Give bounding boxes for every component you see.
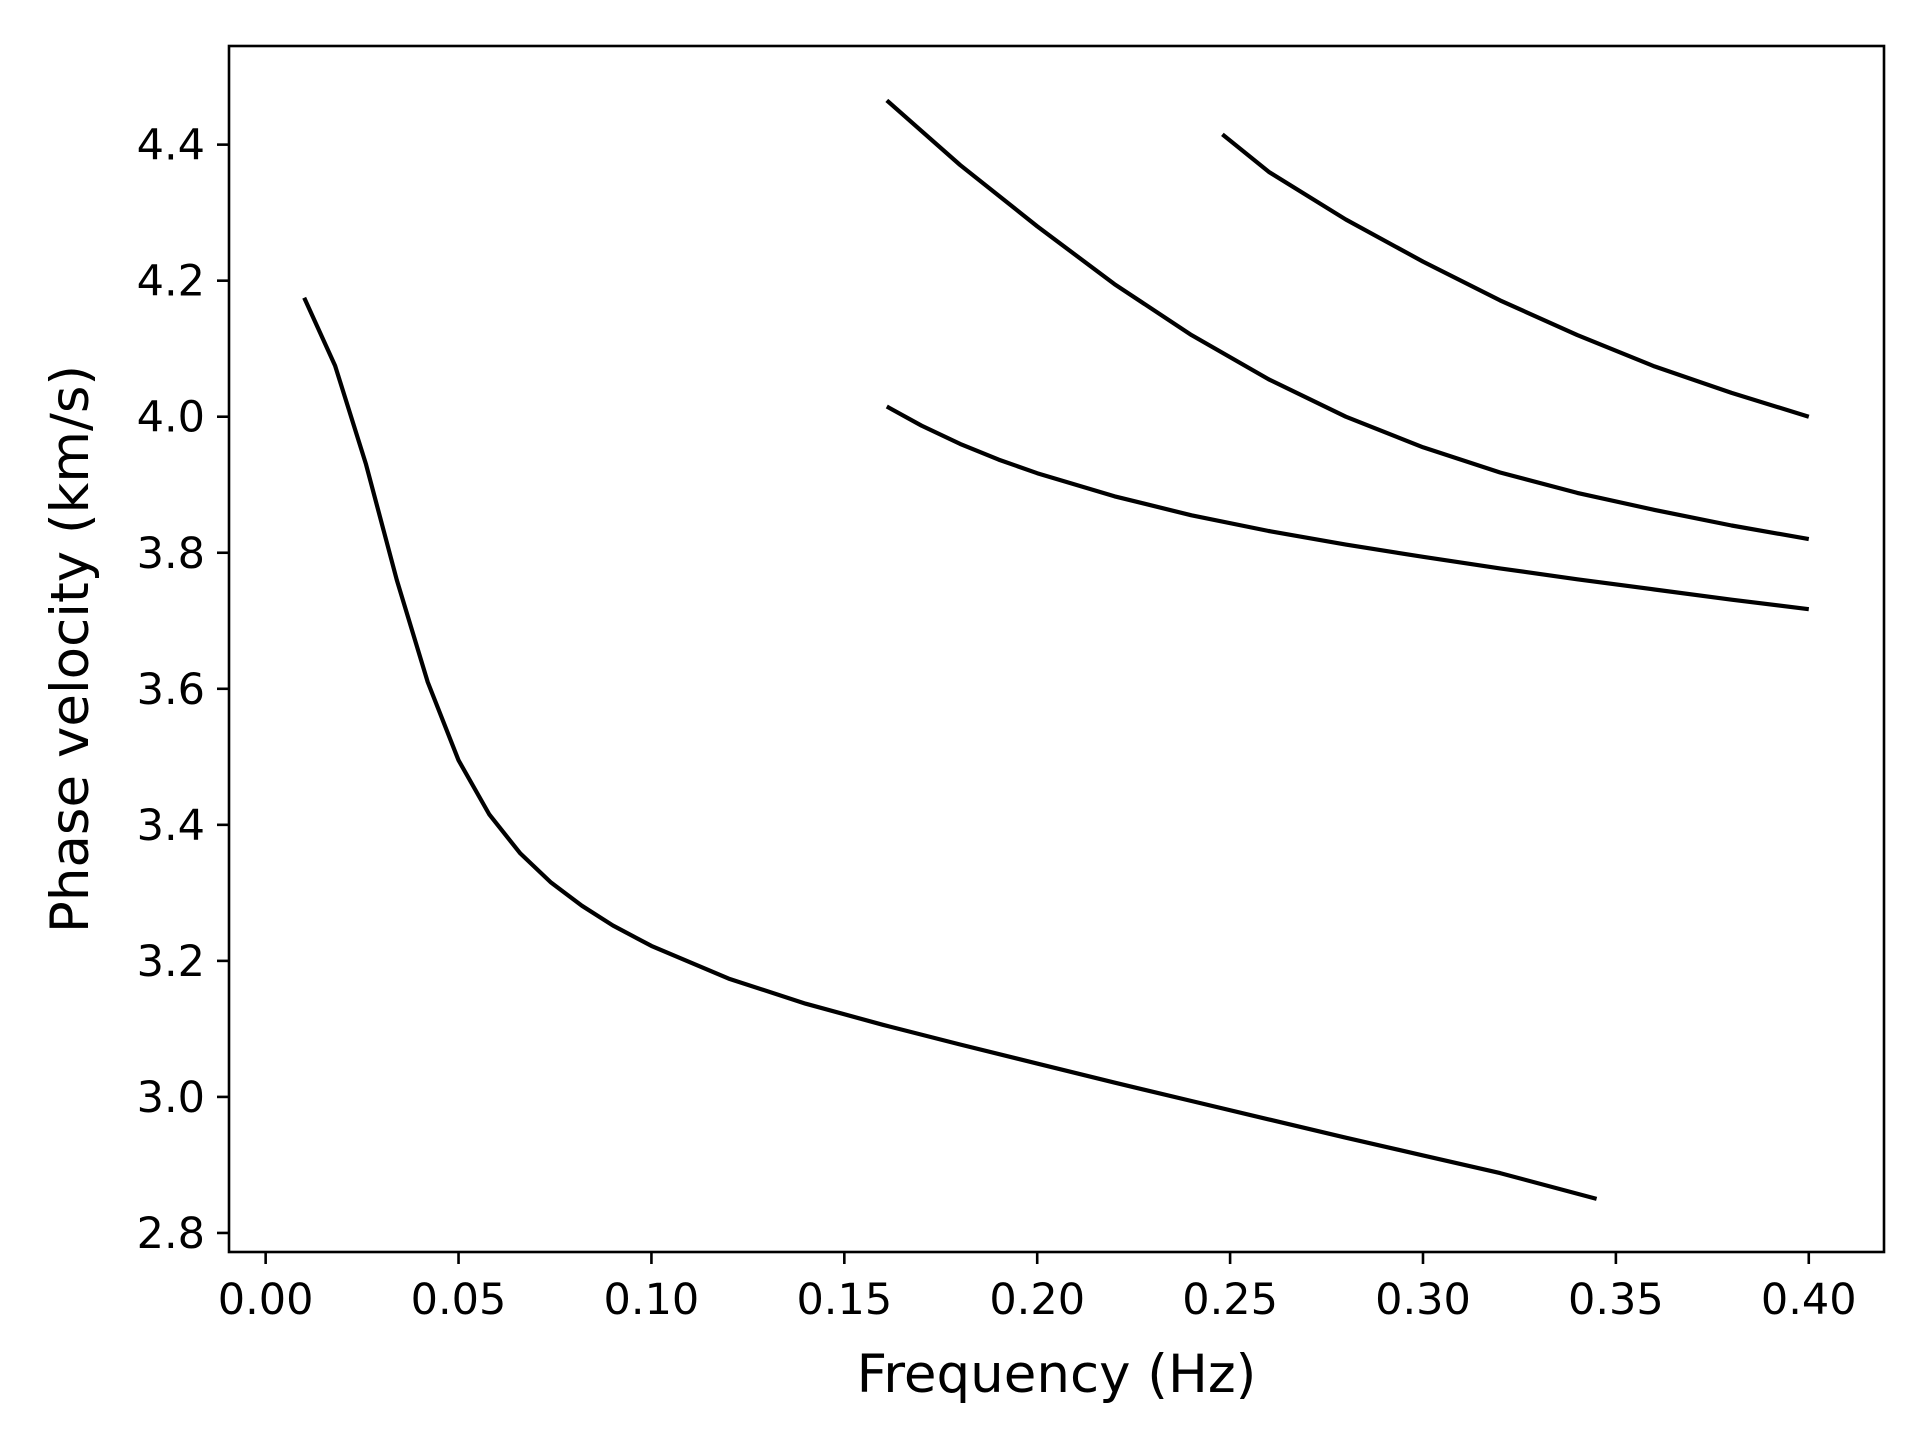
y-tick-label: 4.4 [137, 121, 205, 171]
x-tick-label: 0.05 [411, 1275, 507, 1325]
y-axis-label: Phase velocity (km/s) [40, 365, 101, 933]
x-tick-label: 0.00 [218, 1275, 314, 1325]
x-tick-label: 0.35 [1568, 1275, 1664, 1325]
x-tick-label: 0.10 [604, 1275, 700, 1325]
y-tick-label: 4.0 [137, 393, 205, 443]
y-tick-label: 3.0 [137, 1073, 205, 1123]
dispersion-curve-4 [1221, 132, 1810, 419]
y-tick-label: 3.6 [137, 665, 205, 715]
dispersion-curve-1 [302, 296, 1598, 1201]
axes-frame [227, 44, 1886, 1254]
x-axis-label: Frequency (Hz) [857, 1344, 1257, 1405]
x-tick-label: 0.15 [796, 1275, 892, 1325]
y-tick-label: 2.8 [137, 1209, 205, 1259]
y-tick-label: 4.2 [137, 257, 205, 307]
y-tick-label: 3.2 [137, 937, 205, 987]
x-axis-ticks: 0.00 0.05 0.10 0.15 0.20 0.25 0.30 0.35 0.40 [218, 1252, 1857, 1325]
y-axis-ticks: 2.8 3.0 3.2 3.4 3.6 3.8 4.0 4.2 4.4 [137, 121, 229, 1259]
x-tick-label: 0.20 [989, 1275, 1085, 1325]
dispersion-curve-2 [885, 404, 1810, 612]
x-tick-label: 0.25 [1182, 1275, 1278, 1325]
y-tick-label: 3.8 [137, 529, 205, 579]
plot-area [302, 98, 1810, 1201]
x-tick-label: 0.40 [1761, 1275, 1857, 1325]
x-tick-label: 0.30 [1375, 1275, 1471, 1325]
dispersion-curve-3 [885, 98, 1810, 542]
y-tick-label: 3.4 [137, 801, 205, 851]
